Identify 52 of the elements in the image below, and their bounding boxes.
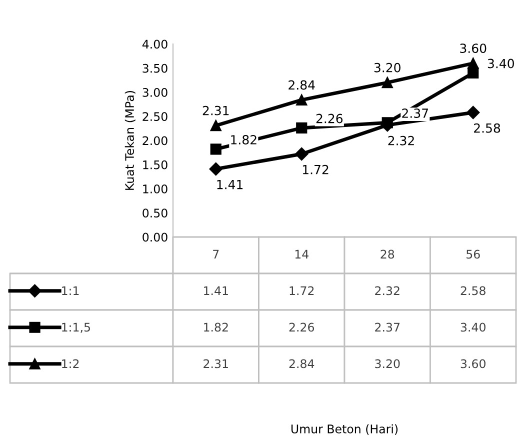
y-tick-label: 1.50: [143, 160, 168, 170]
data-label: 1.41: [204, 286, 228, 296]
text: 2.84: [288, 80, 315, 90]
legend-label: 1:2: [62, 359, 79, 368]
text: 2.32: [388, 136, 414, 146]
point: [382, 117, 393, 128]
text: 2.58: [474, 123, 500, 133]
y-axis-title: Kuat Tekan (MPa): [124, 90, 136, 190]
legend-label: 1:1: [62, 286, 79, 296]
y-tick-label: 2.00: [142, 136, 168, 146]
point: [296, 122, 308, 134]
y-tick-label: 0.00: [142, 232, 168, 242]
point: [209, 162, 222, 176]
y-tick-label: 1.00: [143, 184, 168, 194]
text: 3.20: [374, 62, 400, 72]
point: [210, 144, 222, 155]
x-tick-label: 7: [213, 250, 219, 259]
data-label: 3.60: [460, 359, 486, 368]
text: 2.31: [202, 106, 229, 116]
point: [466, 106, 480, 120]
x-tick-label: 14: [295, 250, 308, 259]
data-label: 2.32: [375, 286, 400, 296]
data-label: 2.84: [289, 359, 314, 368]
data-label: 3.40: [460, 322, 486, 332]
x-tick-label: 56: [466, 250, 480, 259]
text: 3.60: [460, 44, 486, 54]
text: 1.72: [302, 164, 328, 174]
data-label: 2.31: [204, 359, 228, 368]
y-tick-label: 0.50: [142, 208, 168, 218]
data-label: 1.82: [204, 322, 228, 332]
data-label: 1.72: [290, 286, 314, 296]
data-label: 3.20: [375, 359, 400, 368]
y-tick-label: 3.00: [142, 88, 168, 97]
point: [295, 147, 308, 161]
text: 2.37: [402, 108, 428, 118]
data-label: 2.26: [289, 322, 314, 332]
text: Umur Beton (Hari): [291, 424, 398, 435]
text: 1.82: [231, 135, 256, 144]
text: 1.41: [217, 180, 243, 190]
point: [382, 77, 393, 88]
y-tick-label: 2.50: [142, 112, 168, 122]
y-tick-label: 3.50: [142, 64, 168, 73]
data-label: 2.58: [460, 286, 486, 296]
point: [210, 120, 222, 132]
text: 2.26: [316, 114, 343, 124]
point: [296, 94, 308, 106]
y-tick-label: 4.00: [142, 40, 168, 49]
data-label: 2.37: [375, 322, 400, 332]
text: 3.40: [488, 58, 514, 68]
point: [468, 58, 479, 69]
legend-label: 1:1,5: [62, 322, 90, 333]
x-tick-label: 28: [380, 250, 394, 259]
